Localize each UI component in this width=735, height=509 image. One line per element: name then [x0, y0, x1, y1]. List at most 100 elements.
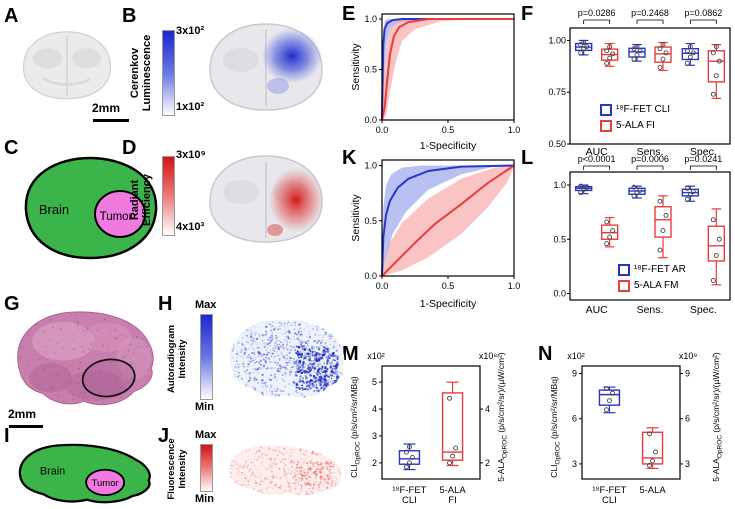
brain-photo-coronal — [22, 31, 112, 100]
panel-letter-d: D — [122, 137, 137, 159]
axis-label-units: (p/s/cm²/sr/MBq) — [549, 376, 559, 442]
roc-curve-red — [381, 164, 515, 277]
n-right-axis-label: 5-ALAOpROC (p/s/cm²/sr)/(µW/cm²) — [711, 346, 724, 488]
axis-label-sub: OpROC — [501, 435, 509, 459]
panel-letter-e: E — [342, 3, 356, 25]
legend-swatch-blue — [618, 264, 630, 276]
tumor-region — [85, 468, 126, 497]
axis-label-sub: OpROC — [716, 435, 724, 459]
panel-letter-g: G — [4, 293, 20, 315]
roc-plot-coronal: 0.0 0.5 1.0 0.0 0.5 1.0 1-Specificity Sensitivi… — [350, 13, 520, 152]
svg-text:0.5: 0.5 — [553, 234, 566, 244]
svg-text:9: 9 — [685, 369, 690, 379]
cerenkov-colorbar — [162, 30, 175, 116]
autoradiogram-title-line1: Autoradiogram — [166, 324, 177, 394]
svg-text:0.0: 0.0 — [376, 125, 389, 135]
svg-text:0.0: 0.0 — [364, 271, 377, 281]
svg-text:¹⁸F-FET: ¹⁸F-FET — [592, 485, 626, 496]
panel-letter-i: I — [4, 425, 10, 447]
svg-text:Sens.: Sens. — [637, 146, 664, 158]
cerenkov-title-line2: Luminescence — [141, 34, 154, 112]
autoradiogram-colorbar-title: Autoradiogram Intensity — [166, 306, 188, 412]
svg-text:Sensitivity: Sensitivity — [350, 194, 362, 242]
brain-label: Brain — [40, 465, 65, 477]
brain-cartoon-sagittal: Brain Tumor — [18, 443, 151, 504]
svg-text:0.0: 0.0 — [553, 288, 566, 298]
axis-label-sub: OpROC — [554, 441, 562, 465]
roc-band-blue — [382, 165, 514, 276]
panel-letter-f: F — [521, 3, 534, 25]
autoradiogram-title-line2: Intensity — [176, 339, 188, 379]
radiant-colorbar-min: 4x10³ — [176, 221, 205, 233]
box — [441, 392, 464, 461]
axis-label-sub: OpROC — [354, 441, 362, 465]
radiant-title-line2: Efficiency — [141, 174, 154, 226]
panel-letter-c: C — [4, 137, 19, 159]
svg-text:6: 6 — [685, 414, 690, 424]
autoradiogram-colorbar — [200, 314, 213, 400]
fluorescence-colorbar-min: Min — [195, 493, 214, 505]
svg-text:0.50: 0.50 — [548, 139, 566, 149]
legend-item: ¹⁸F-FET AR — [618, 264, 686, 276]
svg-text:1.0: 1.0 — [508, 281, 520, 291]
svg-text:x10²: x10² — [567, 351, 585, 361]
legend-label: 5-ALA FM — [634, 280, 679, 291]
legend-swatch-red — [618, 280, 630, 292]
svg-text:1-Specificity: 1-Specificity — [420, 140, 477, 152]
legend-l: ¹⁸F-FET AR 5-ALA FM — [618, 264, 686, 296]
legend-item: 5-ALA FM — [618, 280, 686, 292]
svg-text:¹⁸F-FET: ¹⁸F-FET — [392, 485, 426, 496]
roc-band-red — [382, 165, 514, 276]
scalebar-a — [93, 119, 129, 122]
fluorescence-colorbar-max: Max — [195, 429, 217, 441]
axis-label-main: 5-ALA — [711, 458, 721, 482]
cerenkov-colorbar-title: Cerenkov Luminescence — [129, 22, 154, 124]
svg-text:0.5: 0.5 — [364, 216, 377, 226]
box — [681, 48, 700, 61]
svg-text:AUC: AUC — [586, 304, 609, 316]
legend-f: ¹⁸F-FET CLI 5-ALA FI — [600, 104, 670, 136]
legend-label: ¹⁸F-FET CLI — [616, 104, 671, 115]
svg-text:5: 5 — [372, 377, 377, 387]
svg-text:AUC: AUC — [586, 146, 609, 158]
svg-text:0.5: 0.5 — [364, 65, 377, 75]
svg-text:Spec.: Spec. — [690, 146, 717, 158]
svg-text:0.0: 0.0 — [376, 281, 389, 291]
box — [654, 206, 672, 238]
svg-text:FI: FI — [448, 495, 456, 506]
fluorescence-title-line2: Intensity — [176, 449, 188, 489]
fluorescence-colorbar — [200, 444, 213, 492]
svg-text:x10⁹: x10⁹ — [679, 351, 698, 361]
svg-text:0.75: 0.75 — [548, 87, 566, 97]
tumor-region — [94, 190, 146, 238]
axis-label-units: (p/s/cm²/sr/MBq) — [349, 376, 359, 442]
svg-text:1.0: 1.0 — [553, 180, 566, 190]
axis-label-units: (p/s/cm²/sr)/(µW/cm²) — [711, 352, 721, 436]
svg-text:3: 3 — [572, 459, 577, 469]
fluorescence-colorbar-title: Fluorescence Intensity — [166, 435, 188, 503]
svg-text:4: 4 — [372, 404, 377, 414]
svg-text:CLI: CLI — [402, 495, 417, 506]
scalebar-label-g: 2mm — [8, 407, 37, 421]
panel-letter-n: N — [538, 343, 553, 365]
svg-text:0.0: 0.0 — [364, 115, 377, 125]
tumor-outline — [81, 358, 136, 398]
brain-label: Brain — [39, 202, 69, 217]
brain-fluorescence-overlay — [209, 155, 323, 243]
axis-label-main: CLI — [549, 464, 559, 478]
panel-letter-a: A — [4, 5, 19, 27]
fluorescence-image — [228, 445, 342, 496]
histology-section — [17, 311, 154, 406]
svg-text:1-Specificity: 1-Specificity — [420, 298, 477, 310]
panel-letter-b: B — [122, 5, 137, 27]
radiant-colorbar-title: Radiant Efficiency — [129, 150, 154, 250]
svg-text:x10²: x10² — [367, 351, 385, 361]
box — [398, 450, 421, 465]
legend-item: ¹⁸F-FET CLI — [600, 104, 670, 116]
svg-text:Sens.: Sens. — [637, 304, 664, 316]
svg-text:Spec.: Spec. — [690, 304, 717, 316]
roc-plot-sagittal: 0.0 0.5 1.0 0.0 0.5 1.0 1-Specificity Sensitivi… — [350, 159, 520, 310]
legend-item: 5-ALA FI — [600, 120, 670, 132]
